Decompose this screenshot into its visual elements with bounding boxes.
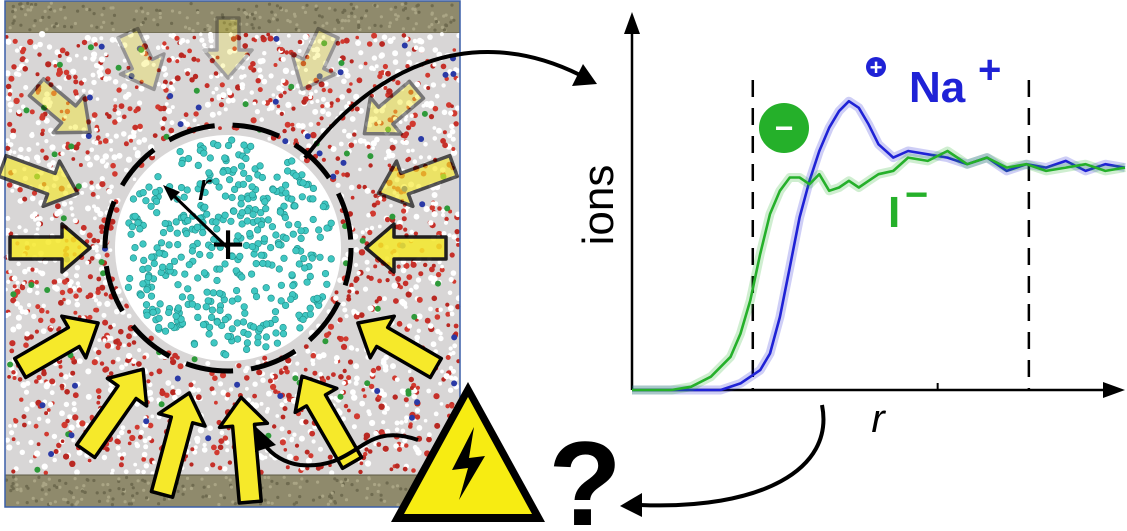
pressure-arrow-14 — [376, 153, 460, 209]
lightning-icon — [452, 427, 485, 500]
arrow-to-plot-head — [572, 64, 597, 86]
warning-sign — [391, 382, 545, 522]
pressure-arrow-10 — [149, 391, 207, 499]
simulation-panel: r + — [0, 0, 462, 508]
pressure-arrows — [0, 16, 460, 505]
pressure-arrow-9 — [74, 367, 149, 460]
pressure-arrow-1 — [116, 26, 166, 92]
arrow-to-cavity-head — [255, 427, 276, 452]
center-marker: + — [211, 212, 245, 277]
pressure-arrow-2 — [202, 16, 254, 80]
vapor-molecules — [124, 136, 335, 359]
arrow-to-cavity — [263, 433, 419, 468]
anion-badge — [759, 103, 809, 153]
na-legend: + Na + — [866, 48, 1001, 112]
pressure-arrow-0 — [27, 77, 92, 135]
cation-badge — [866, 57, 886, 77]
pressure-arrow-4 — [362, 79, 426, 136]
flow-arrows — [255, 50, 826, 517]
pressure-arrow-6 — [364, 222, 448, 274]
series-line-Na — [632, 99, 1126, 392]
radius-label: r — [198, 167, 212, 209]
i-label: I — [888, 188, 900, 237]
pressure-arrow-13 — [0, 153, 80, 209]
pressure-arrow-7 — [12, 314, 100, 380]
na-charge: + — [978, 48, 1001, 92]
series-line-I — [632, 149, 1126, 392]
na-label: Na — [909, 63, 966, 112]
pressure-arrow-3 — [290, 26, 340, 92]
cation-badge-sign: + — [870, 55, 883, 80]
pressure-arrow-11 — [217, 395, 270, 505]
cavity-boundary — [102, 122, 354, 374]
i-charge: − — [905, 173, 928, 217]
x-axis-arrowhead — [1103, 382, 1125, 398]
bottom-wall — [4, 474, 461, 508]
pressure-arrow-5 — [8, 222, 92, 274]
pressure-arrow-8 — [356, 314, 444, 380]
series-band-I — [632, 146, 1126, 395]
top-wall — [4, 0, 461, 34]
y-axis-arrowhead — [624, 12, 640, 34]
ion-profile-plot: r ions + Na + − I − — [574, 12, 1126, 441]
arrow-from-plot-head — [620, 493, 642, 517]
arrow-to-plot — [303, 50, 581, 160]
anion-badge-sign: − — [775, 110, 794, 146]
x-axis-label: r — [871, 397, 886, 441]
arrow-from-plot — [639, 404, 826, 508]
y-axis-label: ions — [574, 165, 623, 246]
i-legend: − I − — [759, 103, 928, 237]
question-mark: ? — [548, 417, 621, 531]
radius-arrow — [163, 185, 230, 250]
